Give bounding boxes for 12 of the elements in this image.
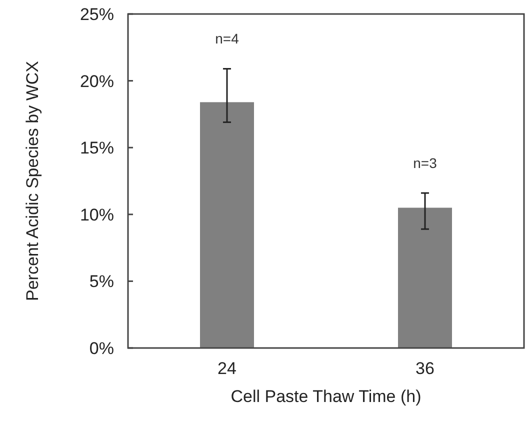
- y-tick-label: 20%: [80, 72, 114, 91]
- annotation: n=4: [215, 30, 240, 47]
- y-tick-label: 5%: [89, 272, 114, 292]
- y-tick-label: 25%: [80, 4, 114, 24]
- y-tick-label: 0%: [89, 338, 114, 358]
- x-axis-title: Cell Paste Thaw Time (h): [230, 387, 422, 406]
- y-tick-label: 10%: [80, 205, 114, 224]
- y-axis-title: Percent Acidic Species by WCX: [23, 61, 42, 301]
- x-tick-label: 24: [218, 359, 236, 378]
- x-tick-label: 36: [416, 359, 434, 378]
- y-tick-label: 15%: [80, 138, 114, 158]
- annotation: n=3: [413, 154, 438, 171]
